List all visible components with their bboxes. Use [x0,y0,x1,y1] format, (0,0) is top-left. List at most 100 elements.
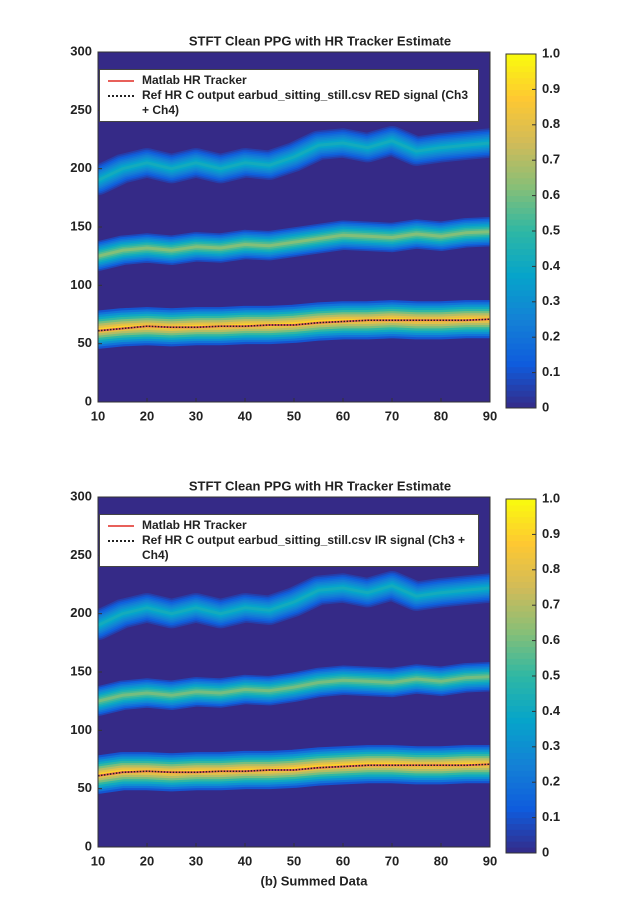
colorbar-cell [506,534,536,541]
colorbar-cell [506,65,536,73]
legend: Matlab HR Tracker Ref HR C output earbud_… [99,69,479,122]
legend-label: Matlab HR Tracker [142,518,247,532]
colorbar-cell [506,349,536,356]
colorbar-tick-label: 0.2 [542,774,560,789]
x-tick-label: 10 [91,853,105,868]
colorbar-cell [506,331,536,338]
colorbar-cell [506,599,536,606]
colorbar-tick-label: 0.7 [542,152,560,167]
x-tick-label: 40 [238,853,252,868]
colorbar-tick-label: 0.9 [542,81,560,96]
colorbar-cell [506,835,536,842]
legend-swatch [108,540,134,542]
colorbar-cell [506,248,536,256]
colorbar-tick-label: 1.0 [542,490,560,505]
colorbar-cell [506,337,536,344]
colorbar-cell [506,670,536,677]
colorbar-cell [506,319,536,326]
colorbar-cell [506,254,536,261]
colorbar-tick-label: 0.5 [542,667,560,682]
chart-title: STFT Clean PPG with HR Tracker Estimate [189,33,451,48]
colorbar-cell [506,640,536,647]
colorbar-cell [506,516,536,524]
x-tick-label: 30 [189,408,203,423]
colorbar-cell [506,687,536,695]
colorbar-cell [506,402,536,409]
series-line [98,318,490,332]
colorbar-tick-label: 0.7 [542,597,560,612]
colorbar-cell [506,646,536,653]
colorbar-cell [506,805,536,813]
colorbar-cell [506,658,536,665]
x-tick-label: 50 [287,853,301,868]
colorbar-tick-label: 0.2 [542,329,560,344]
y-tick-label: 0 [85,838,92,853]
colorbar-cell [506,278,536,285]
colorbar-cell [506,811,536,819]
colorbar-cell [506,225,536,232]
colorbar-tick-label: 0 [542,844,549,859]
colorbar-cell [506,799,536,807]
colorbar-cell [506,681,536,689]
y-tick-label: 150 [70,663,92,678]
y-tick-label: 100 [70,277,92,292]
colorbar-tick-label: 0.3 [542,293,560,308]
colorbar-tick-label: 0.9 [542,526,560,541]
ridge [98,675,490,703]
colorbar-cell [506,343,536,350]
colorbar-cell [506,652,536,659]
colorbar-cell [506,794,536,801]
colorbar-cell [506,735,536,742]
colorbar-cell [506,236,536,244]
colorbar-cell [506,260,536,267]
colorbar-cell [506,829,536,836]
legend-entry: Ref HR C output earbud_sitting_still.csv… [108,88,470,118]
legend-swatch [108,95,134,97]
chart-title: STFT Clean PPG with HR Tracker Estimate [189,478,451,493]
colorbar-tick-label: 0.8 [542,116,560,131]
colorbar-cell [506,676,536,683]
series-line [98,763,490,777]
colorbar-cell [506,510,536,518]
x-tick-label: 60 [336,853,350,868]
colorbar-cell [506,130,536,138]
colorbar-cell [506,166,536,173]
colorbar-cell [506,325,536,332]
y-tick-label: 100 [70,722,92,737]
colorbar-cell [506,136,536,143]
x-tick-label: 10 [91,408,105,423]
colorbar-cell [506,101,536,108]
y-tick-label: 50 [78,335,92,350]
colorbar-cell [506,148,536,155]
colorbar-cell [506,705,536,712]
x-tick-label: 20 [140,853,154,868]
colorbar-cell [506,546,536,553]
x-tick-label: 80 [434,853,448,868]
x-tick-label: 90 [483,853,497,868]
colorbar-tick-label: 1.0 [542,45,560,60]
colorbar-cell [506,764,536,771]
colorbar-cell [506,622,536,630]
colorbar-cell [506,390,536,397]
legend-entry: Matlab HR Tracker [108,73,470,88]
colorbar-cell [506,752,536,760]
colorbar-tick-label: 0.8 [542,561,560,576]
colorbar-cell [506,177,536,185]
colorbar-cell [506,201,536,208]
colorbar-cell [506,95,536,102]
y-tick-label: 200 [70,605,92,620]
colorbar-cell [506,83,536,90]
colorbar-cell [506,77,536,84]
y-tick-label: 150 [70,218,92,233]
colorbar-cell [506,611,536,618]
colorbar-cell [506,723,536,730]
colorbar-cell [506,54,536,61]
colorbar-cell [506,528,536,535]
colorbar-cell [506,284,536,291]
colorbar-cell [506,617,536,624]
colorbar-cell [506,272,536,279]
colorbar-tick-label: 0.4 [542,258,561,273]
colorbar-tick-label: 0 [542,399,549,414]
caption: (b) Summed Data [261,873,369,888]
colorbar-cell [506,499,536,506]
